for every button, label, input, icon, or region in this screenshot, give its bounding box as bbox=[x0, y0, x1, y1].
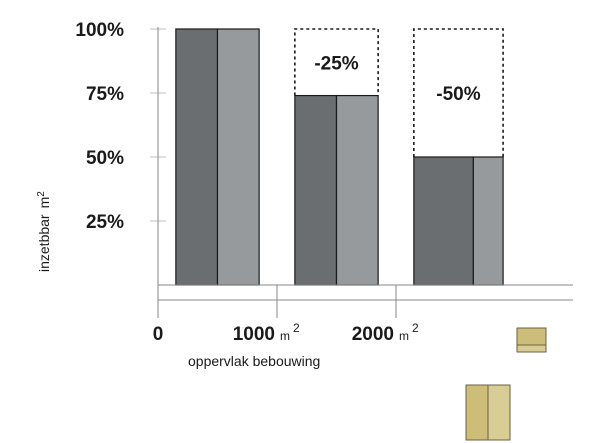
legend-swatch-small bbox=[516, 327, 547, 353]
bar-segment-light bbox=[472, 156, 504, 286]
y-axis-label-unit: m bbox=[36, 197, 52, 209]
bar-segment-dark bbox=[175, 28, 219, 286]
y-axis: 25% 50% 75% 100% bbox=[75, 20, 159, 318]
reduction-label: -50% bbox=[436, 84, 480, 105]
x-tick-unit-sup: 2 bbox=[412, 321, 419, 335]
x-tick-unit: m bbox=[399, 329, 409, 343]
x-tick-label: 1000 bbox=[233, 324, 275, 345]
bar-segment-light bbox=[216, 28, 260, 286]
y-tick-label: 25% bbox=[86, 212, 124, 233]
y-tick-label: 50% bbox=[86, 148, 124, 169]
reduction-outline bbox=[294, 28, 379, 96]
bars: -25% -50% bbox=[175, 28, 504, 286]
reduction-label: -25% bbox=[314, 53, 358, 74]
y-axis-label-text: inzetbbar bbox=[36, 214, 52, 272]
legend-swatch-large bbox=[465, 384, 511, 441]
y-axis-label-sup: 2 bbox=[36, 191, 47, 197]
bar-segment-light bbox=[335, 94, 379, 286]
x-tick-label: 0 bbox=[153, 324, 164, 345]
bar-segment-dark bbox=[413, 156, 474, 286]
bar-segment-dark bbox=[294, 94, 338, 286]
x-tick-unit: m bbox=[280, 329, 290, 343]
x-axis-label: oppervlak bebouwing bbox=[188, 353, 320, 369]
y-axis-label: inzetbbar m2 bbox=[36, 191, 52, 272]
x-tick-unit-sup: 2 bbox=[293, 321, 300, 335]
y-tick-label: 75% bbox=[86, 84, 124, 105]
y-tick-label: 100% bbox=[75, 20, 124, 41]
x-axis: 0 1000 m2 2000 m2 bbox=[153, 284, 573, 345]
x-tick-label: 2000 bbox=[352, 324, 394, 345]
